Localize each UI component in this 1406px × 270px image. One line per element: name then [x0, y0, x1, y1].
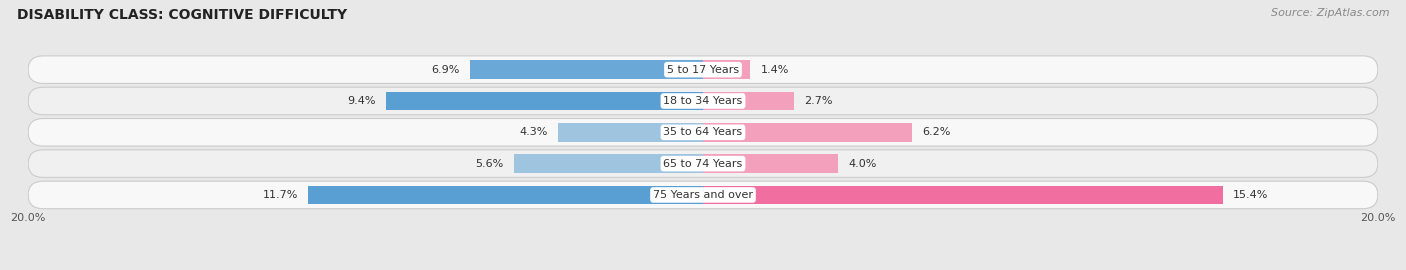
Text: 15.4%: 15.4% — [1233, 190, 1268, 200]
Text: 18 to 34 Years: 18 to 34 Years — [664, 96, 742, 106]
Text: 5.6%: 5.6% — [475, 158, 503, 169]
Text: 35 to 64 Years: 35 to 64 Years — [664, 127, 742, 137]
Bar — [515, 154, 703, 173]
Bar — [558, 123, 703, 142]
FancyBboxPatch shape — [28, 87, 1378, 115]
FancyBboxPatch shape — [28, 181, 1378, 209]
Bar — [470, 60, 703, 79]
Bar — [308, 185, 703, 204]
Bar — [703, 123, 912, 142]
Text: 11.7%: 11.7% — [263, 190, 298, 200]
Text: 2.7%: 2.7% — [804, 96, 832, 106]
Text: 4.0%: 4.0% — [848, 158, 876, 169]
Text: 6.9%: 6.9% — [432, 65, 460, 75]
Bar — [385, 92, 703, 110]
Bar — [703, 60, 751, 79]
Text: 1.4%: 1.4% — [761, 65, 789, 75]
FancyBboxPatch shape — [28, 119, 1378, 146]
FancyBboxPatch shape — [28, 150, 1378, 177]
Text: Source: ZipAtlas.com: Source: ZipAtlas.com — [1271, 8, 1389, 18]
Text: 9.4%: 9.4% — [347, 96, 375, 106]
Text: 5 to 17 Years: 5 to 17 Years — [666, 65, 740, 75]
Text: 65 to 74 Years: 65 to 74 Years — [664, 158, 742, 169]
Bar — [703, 185, 1223, 204]
Text: 4.3%: 4.3% — [519, 127, 548, 137]
FancyBboxPatch shape — [28, 56, 1378, 83]
Bar — [703, 92, 794, 110]
Text: 75 Years and over: 75 Years and over — [652, 190, 754, 200]
Text: 6.2%: 6.2% — [922, 127, 950, 137]
Text: DISABILITY CLASS: COGNITIVE DIFFICULTY: DISABILITY CLASS: COGNITIVE DIFFICULTY — [17, 8, 347, 22]
Bar — [703, 154, 838, 173]
